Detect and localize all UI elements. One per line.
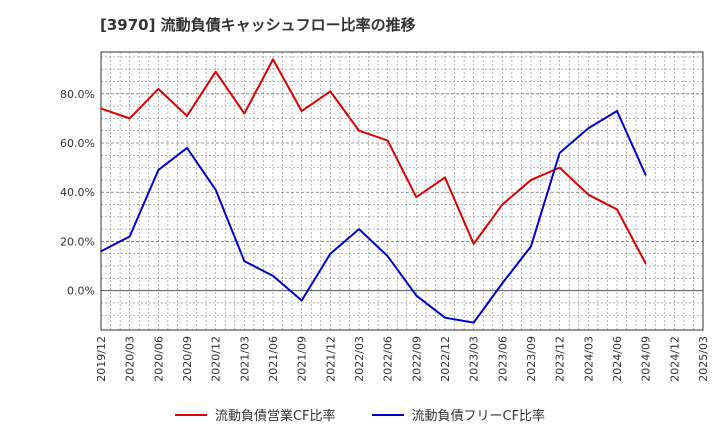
x-tick-label: 2024/12 — [668, 336, 681, 382]
x-tick-label: 2024/03 — [582, 336, 595, 382]
y-tick-label: 0.0% — [67, 285, 95, 298]
x-tick-label: 2023/06 — [496, 336, 509, 382]
data-point — [501, 203, 504, 206]
data-point — [616, 208, 618, 211]
data-point — [530, 245, 532, 248]
legend-swatch-operating-cf — [174, 413, 207, 416]
legend: 流動負債営業CF比率 流動負債フリーCF比率 — [0, 405, 720, 424]
data-point — [128, 235, 131, 238]
x-tick-label: 2021/06 — [267, 336, 280, 382]
data-point — [329, 90, 332, 93]
data-point — [100, 107, 102, 110]
data-point — [472, 243, 475, 245]
y-tick-label: 60.0% — [60, 137, 95, 150]
data-point — [100, 250, 102, 253]
data-point — [644, 174, 647, 176]
legend-label-free-cf: 流動負債フリーCF比率 — [411, 409, 546, 424]
data-point — [186, 147, 188, 149]
data-point — [501, 282, 504, 285]
data-point — [358, 129, 360, 132]
x-tick-label: 2023/12 — [554, 336, 567, 382]
data-point — [415, 294, 418, 297]
data-point — [558, 152, 561, 154]
x-tick-label: 2022/12 — [439, 336, 452, 382]
x-tick-label: 2020/12 — [210, 336, 223, 382]
data-point — [157, 169, 160, 171]
x-tick-label: 2020/06 — [152, 336, 165, 382]
legend-label-operating-cf: 流動負債営業CF比率 — [214, 409, 336, 424]
data-point — [616, 110, 618, 112]
data-point — [415, 196, 418, 198]
data-point — [300, 110, 303, 112]
data-point — [587, 193, 590, 196]
series-lines — [100, 58, 647, 324]
data-point — [272, 58, 274, 61]
series-line-operating-cf — [100, 58, 647, 265]
plot-frame — [100, 51, 704, 331]
y-tick-label: 80.0% — [60, 88, 95, 101]
data-point — [444, 176, 446, 179]
axes: 0.0% 20.0% 40.0% 60.0% 80.0% 2019/12 2020/03 20… — [60, 51, 710, 382]
x-tick-label: 2021/12 — [324, 336, 337, 382]
data-point — [386, 255, 389, 257]
legend-swatch-free-cf — [371, 413, 404, 416]
x-tick-label: 2024/06 — [611, 336, 624, 382]
legend-item-free-cf: 流動負債フリーCF比率 — [371, 405, 546, 424]
data-point — [157, 88, 160, 90]
data-point — [214, 70, 217, 73]
data-point — [472, 321, 475, 324]
x-tick-label: 2021/03 — [238, 336, 251, 382]
x-tick-label: 2021/09 — [296, 336, 309, 382]
x-tick-label: 2020/03 — [124, 336, 137, 382]
data-point — [243, 112, 246, 115]
y-tick-label: 40.0% — [60, 186, 95, 199]
chart-title: [3970] 流動負債キャッシュフロー比率の推移 — [100, 16, 416, 34]
data-point — [186, 115, 188, 117]
data-point — [358, 228, 360, 230]
x-tick-label: 2024/09 — [640, 336, 653, 382]
data-point — [128, 117, 131, 120]
data-point — [386, 139, 389, 142]
x-tick-label: 2022/09 — [410, 336, 423, 382]
data-point — [272, 275, 274, 277]
x-tick-label: 2023/03 — [468, 336, 481, 382]
data-point — [243, 260, 246, 262]
data-point — [558, 166, 561, 169]
legend-item-operating-cf: 流動負債営業CF比率 — [174, 405, 336, 424]
x-tick-label: 2019/12 — [95, 336, 108, 382]
x-tick-label: 2023/09 — [525, 336, 538, 382]
x-tick-label: 2020/09 — [181, 336, 194, 382]
data-point — [444, 316, 446, 319]
x-tick-label: 2022/06 — [382, 336, 395, 382]
grid — [100, 52, 704, 330]
x-tick-label: 2022/03 — [353, 336, 366, 382]
data-point — [214, 188, 217, 191]
x-tick-label: 2025/03 — [697, 336, 710, 382]
y-tick-label: 20.0% — [60, 235, 95, 248]
data-point — [644, 262, 647, 265]
data-point — [329, 252, 332, 255]
data-point — [587, 127, 590, 130]
series-line-free-cf — [100, 110, 647, 324]
data-point — [530, 179, 532, 181]
data-point — [300, 299, 303, 302]
